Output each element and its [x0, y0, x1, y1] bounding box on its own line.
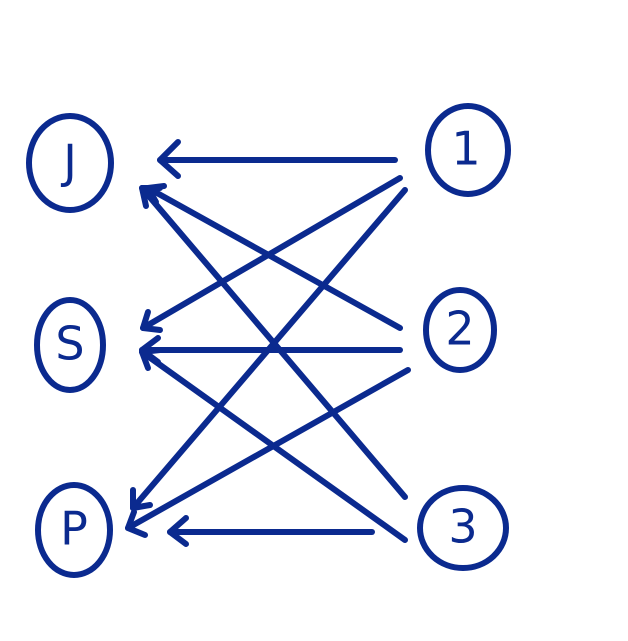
edge-3-to-p — [167, 515, 375, 547]
node-circle-s — [34, 297, 106, 393]
edge-2-to-p — [125, 367, 411, 538]
edge-2-to-j — [145, 183, 403, 331]
node-label-3: 3 — [448, 500, 477, 554]
node-label-s: S — [55, 317, 84, 371]
edge-3-to-s — [139, 347, 408, 543]
edges-layer — [125, 139, 411, 547]
node-circle-1 — [425, 103, 511, 197]
node-circle-p — [35, 482, 113, 578]
edge-1-to-s — [140, 175, 403, 333]
node-label-p: P — [60, 502, 88, 556]
node-circle-2 — [423, 287, 497, 373]
node-circle-3 — [417, 485, 509, 571]
node-label-2: 2 — [445, 302, 474, 356]
edge-3-to-j — [139, 185, 408, 500]
node-label-j: J — [60, 135, 77, 189]
edge-1-to-j — [157, 139, 398, 179]
node-circle-j — [26, 113, 114, 213]
node-label-1: 1 — [451, 122, 480, 176]
